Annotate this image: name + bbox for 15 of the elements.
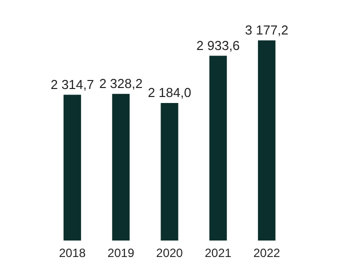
data-label: 2 328,2 xyxy=(99,76,143,91)
bar xyxy=(64,94,82,241)
bar xyxy=(112,94,130,241)
x-tick-label: 2019 xyxy=(108,246,135,260)
bar xyxy=(209,56,227,241)
x-tick-label: 2018 xyxy=(58,246,86,260)
x-tick-label: 2020 xyxy=(156,246,184,260)
data-label: 2 314,7 xyxy=(50,76,94,92)
data-label: 2 933,6 xyxy=(196,38,240,53)
data-label: 2 184,0 xyxy=(148,85,192,100)
x-tick-label: 2022 xyxy=(253,246,280,260)
bar xyxy=(258,40,276,241)
data-label: 3 177,2 xyxy=(245,22,288,38)
x-tick-label: 2021 xyxy=(204,246,232,260)
bar xyxy=(160,102,178,241)
